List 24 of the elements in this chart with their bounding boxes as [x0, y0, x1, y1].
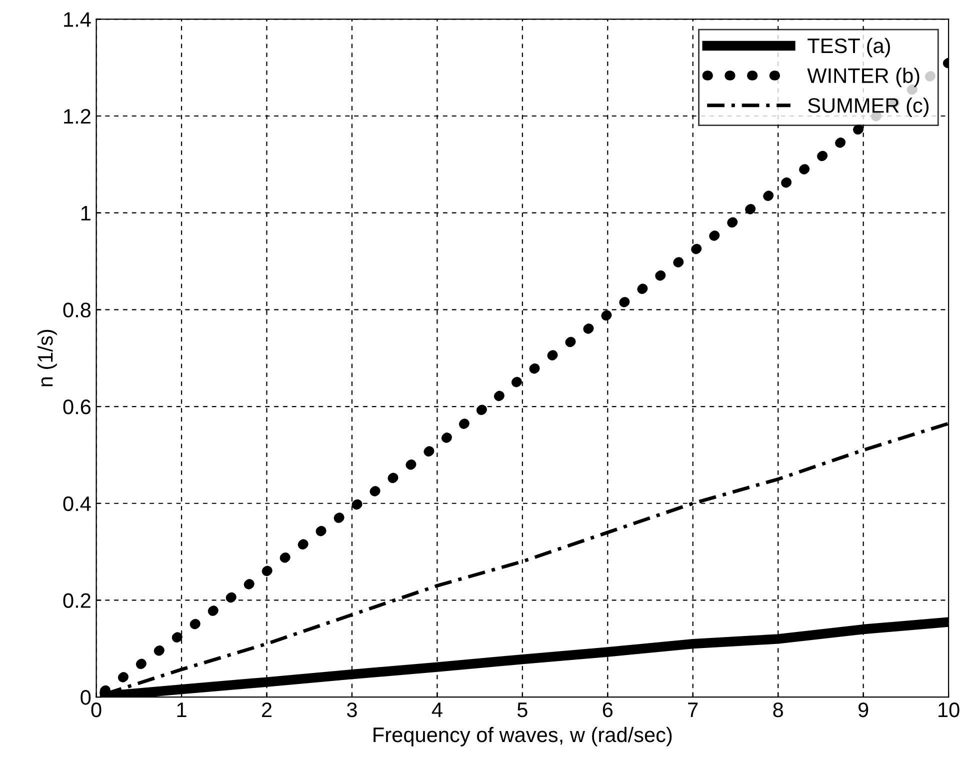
x-tick-label: 3: [346, 702, 357, 718]
x-tick-label: 7: [688, 702, 698, 718]
x-tick-label: 6: [602, 702, 613, 718]
legend-label: SUMMER (c): [808, 98, 929, 117]
x-tick-label: 0: [91, 702, 102, 718]
x-tick-label: 1: [177, 702, 186, 718]
y-axis-title: n (1/s): [38, 330, 57, 386]
y-tick-label: 1.2: [64, 108, 90, 124]
x-tick-label: 5: [517, 702, 528, 718]
y-tick-label: 0.4: [63, 496, 91, 512]
x-tick-label: 4: [432, 702, 442, 718]
legend-label: WINTER (b): [807, 68, 920, 88]
y-tick-label: 1: [81, 206, 90, 220]
x-axis-title: Frequency of waves, w (rad/sec): [374, 726, 672, 746]
x-tick-label: 9: [858, 702, 868, 718]
x-tick-label: 2: [262, 702, 272, 718]
y-tick-label: 1.4: [64, 12, 91, 27]
x-tick-label: 10: [938, 702, 960, 718]
legend-label: TEST (a): [808, 38, 890, 58]
y-tick-label: 0.8: [63, 302, 91, 318]
y-tick-label: 0.6: [63, 400, 91, 414]
y-tick-label: 0.2: [63, 593, 90, 608]
x-tick-label: 8: [773, 702, 783, 718]
y-tick-label: 0: [80, 690, 91, 705]
